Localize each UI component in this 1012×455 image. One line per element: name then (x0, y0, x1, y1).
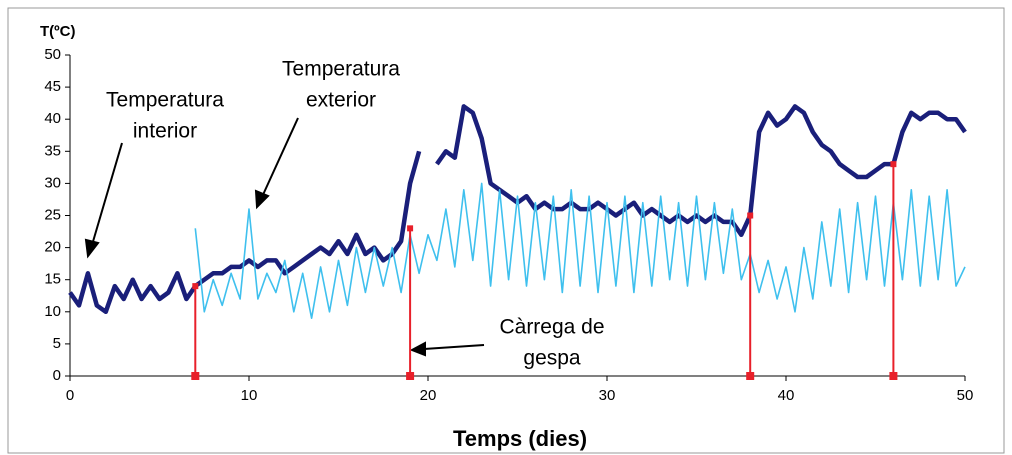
event-marker (746, 372, 755, 380)
x-tick-label: 40 (778, 387, 795, 404)
annotation: Temperatura (282, 58, 400, 81)
x-tick-label: 10 (241, 387, 258, 404)
x-tick-label: 50 (957, 387, 974, 404)
annotation: Temperatura (106, 89, 224, 112)
x-tick-label: 20 (420, 387, 437, 404)
event-marker (406, 372, 415, 380)
event-top-marker (890, 161, 897, 168)
y-tick-label: 15 (44, 271, 61, 288)
series-line (194, 182, 966, 319)
arrow (423, 344, 485, 350)
annotation: interior (133, 120, 197, 143)
event-top-marker (747, 212, 754, 219)
arrow-head (254, 189, 270, 210)
arrow-head (84, 238, 100, 259)
y-tick-label: 30 (44, 174, 61, 191)
y-tick-label: 40 (44, 110, 61, 127)
event-top-marker (407, 225, 414, 232)
y-tick-label: 25 (44, 206, 61, 223)
arrow-head (409, 341, 426, 357)
x-tick-label: 0 (66, 387, 74, 404)
arrows (84, 117, 485, 357)
event-marker (889, 372, 898, 380)
series-line (435, 104, 967, 238)
x-tick-label: 30 (599, 387, 616, 404)
frame (7, 7, 1005, 454)
y-tick-label: 20 (44, 239, 61, 256)
annotation: gespa (523, 347, 581, 370)
y-tick-label: 35 (44, 142, 61, 159)
event-marker (191, 372, 200, 380)
y-tick-label: 45 (44, 78, 61, 95)
y-tick-label: 50 (44, 46, 61, 63)
event-top-marker (192, 283, 199, 290)
x-axis-label: Temps (dies) (453, 426, 587, 451)
y-tick-label: 10 (44, 303, 61, 320)
y-tick-label: 5 (53, 335, 61, 352)
y-tick-label: 0 (53, 367, 61, 384)
series-line (68, 150, 422, 315)
annotation: exterior (306, 89, 376, 112)
y-axis-label: T(ºC) (40, 23, 75, 40)
arrow (261, 117, 299, 198)
annotation: Càrrega de (499, 316, 604, 339)
arrow (91, 142, 123, 246)
